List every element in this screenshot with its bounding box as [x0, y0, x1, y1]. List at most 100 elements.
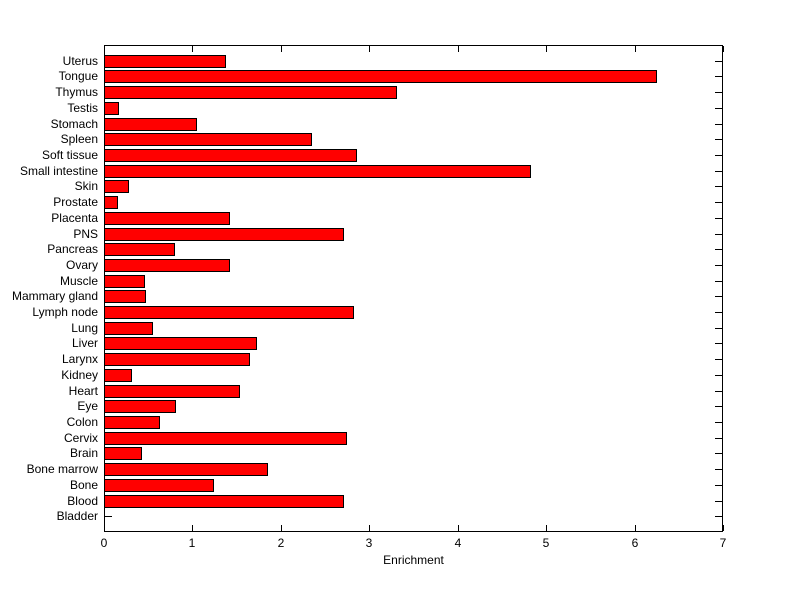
bar-spleen: [104, 133, 312, 146]
bar-kidney: [104, 369, 132, 382]
x-tick-top: [723, 46, 724, 52]
bar-lymph-node: [104, 306, 354, 319]
y-tick-label: Liver: [71, 336, 98, 350]
y-tick-label: Spleen: [60, 132, 98, 146]
y-tick-label: Placenta: [51, 211, 98, 225]
y-tick-right: [715, 249, 722, 250]
x-axis-title: Enrichment: [383, 553, 444, 567]
y-tick-right: [715, 171, 722, 172]
plot-area: [104, 45, 723, 532]
y-tick-label: Lung: [71, 321, 98, 335]
x-tick-label: 7: [719, 536, 727, 550]
bar-small-intestine: [104, 165, 531, 178]
bar-thymus: [104, 86, 397, 99]
y-tick-label: Blood: [67, 494, 98, 508]
y-tick-right: [715, 92, 722, 93]
y-tick-label: Soft tissue: [41, 148, 98, 162]
x-tick-label: 0: [100, 536, 108, 550]
bar-liver: [104, 337, 257, 350]
bar-colon: [104, 416, 160, 429]
x-tick-label: 6: [631, 536, 639, 550]
y-tick-label: Tongue: [58, 69, 98, 83]
y-tick-label: Muscle: [59, 274, 98, 288]
y-tick-label: PNS: [73, 227, 98, 241]
y-tick-right: [715, 391, 722, 392]
y-tick-right: [715, 124, 722, 125]
y-tick-label: Skin: [74, 179, 98, 193]
y-tick-label: Bone marrow: [26, 462, 98, 476]
x-tick-label: 4: [454, 536, 462, 550]
x-tick-top: [546, 46, 547, 52]
y-tick-label: Lymph node: [32, 305, 98, 319]
bar-stomach: [104, 118, 197, 131]
bar-mammary-gland: [104, 290, 146, 303]
x-tick-top: [369, 46, 370, 52]
x-tick-bottom: [723, 525, 724, 531]
bar-tongue: [104, 70, 657, 83]
y-tick-label: Pancreas: [47, 242, 98, 256]
y-tick-right: [715, 406, 722, 407]
y-tick-right: [715, 296, 722, 297]
x-tick-bottom: [192, 525, 193, 531]
y-tick-right: [715, 234, 722, 235]
y-tick-left: [105, 516, 112, 517]
y-tick-label: Ovary: [65, 258, 98, 272]
y-tick-label: Thymus: [55, 85, 98, 99]
x-tick-label: 1: [188, 536, 196, 550]
x-tick-top: [635, 46, 636, 52]
y-tick-label: Brain: [69, 446, 98, 460]
bar-cervix: [104, 432, 347, 445]
x-tick-top: [281, 46, 282, 52]
x-tick-label: 5: [542, 536, 550, 550]
y-tick-right: [715, 422, 722, 423]
x-tick-label: 2: [277, 536, 285, 550]
bar-placenta: [104, 212, 230, 225]
bar-soft-tissue: [104, 149, 357, 162]
x-tick-bottom: [546, 525, 547, 531]
x-tick-top: [104, 46, 105, 52]
bar-heart: [104, 385, 240, 398]
y-tick-right: [715, 139, 722, 140]
y-tick-label: Cervix: [63, 431, 98, 445]
y-tick-label: Bone: [69, 478, 98, 492]
y-tick-right: [715, 516, 722, 517]
y-tick-label: Heart: [68, 384, 98, 398]
y-tick-right: [715, 76, 722, 77]
y-tick-right: [715, 281, 722, 282]
x-tick-bottom: [458, 525, 459, 531]
y-tick-label: Eye: [77, 399, 98, 413]
y-tick-label: Stomach: [50, 117, 98, 131]
y-tick-right: [715, 453, 722, 454]
y-tick-label: Small intestine: [19, 164, 98, 178]
bar-lung: [104, 322, 153, 335]
y-tick-right: [715, 312, 722, 313]
y-tick-right: [715, 328, 722, 329]
bar-ovary: [104, 259, 230, 272]
bar-muscle: [104, 275, 145, 288]
y-tick-right: [715, 202, 722, 203]
y-tick-label: Colon: [66, 415, 98, 429]
y-tick-label: Kidney: [61, 368, 98, 382]
bar-bone-marrow: [104, 463, 268, 476]
y-tick-right: [715, 108, 722, 109]
bar-blood: [104, 495, 344, 508]
x-tick-top: [192, 46, 193, 52]
bar-skin: [104, 180, 129, 193]
y-tick-right: [715, 265, 722, 266]
y-tick-label: Mammary gland: [11, 289, 98, 303]
y-tick-right: [715, 343, 722, 344]
x-tick-bottom: [281, 525, 282, 531]
y-tick-right: [715, 485, 722, 486]
bar-uterus: [104, 55, 226, 68]
bar-eye: [104, 400, 176, 413]
x-tick-bottom: [369, 525, 370, 531]
y-tick-label: Prostate: [53, 195, 98, 209]
y-tick-right: [715, 218, 722, 219]
bar-brain: [104, 447, 142, 460]
bar-testis: [104, 102, 119, 115]
bar-pancreas: [104, 243, 175, 256]
y-tick-right: [715, 155, 722, 156]
x-tick-label: 3: [365, 536, 373, 550]
y-tick-label: Larynx: [61, 352, 98, 366]
